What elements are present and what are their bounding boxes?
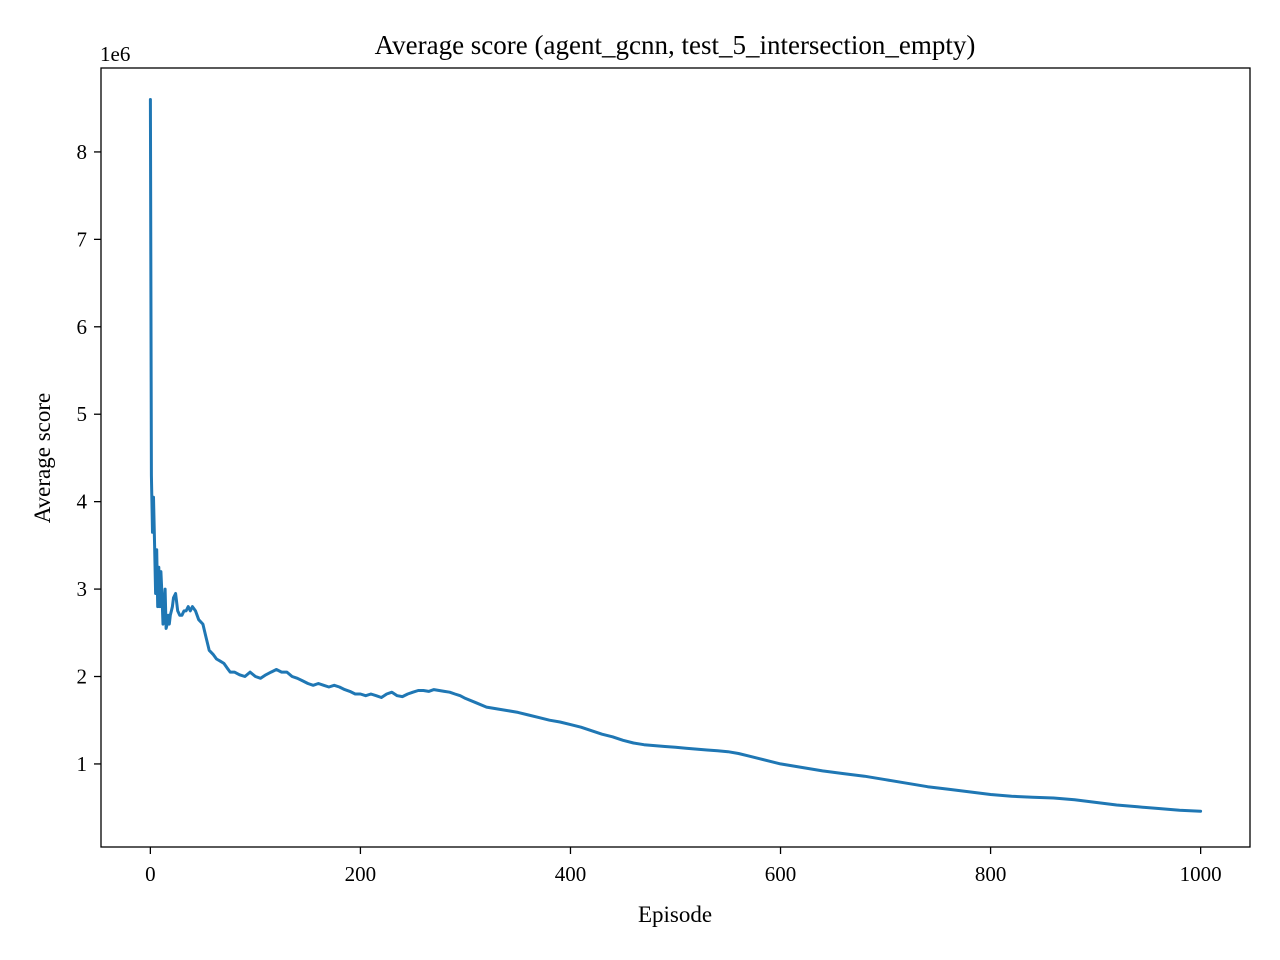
y-tick-label: 8 (77, 140, 88, 164)
y-tick-label: 3 (77, 577, 88, 601)
x-tick-label: 400 (555, 862, 587, 886)
y-tick-label: 5 (77, 402, 88, 426)
y-axis-offset-label: 1e6 (100, 42, 130, 66)
chart-title: Average score (agent_gcnn, test_5_inters… (375, 30, 976, 60)
x-tick-label: 600 (765, 862, 797, 886)
y-tick-label: 1 (77, 752, 88, 776)
y-tick-label: 2 (77, 665, 88, 689)
x-tick-label: 1000 (1180, 862, 1222, 886)
y-tick-label: 7 (77, 227, 88, 251)
y-tick-label: 4 (77, 490, 88, 514)
plot-area: 0 200 400 600 800 1000 1 2 3 4 5 6 7 8 (77, 67, 1251, 886)
y-axis-label: Average score (30, 393, 55, 523)
series-line-1 (148, 98, 1203, 813)
y-tick-label: 6 (77, 315, 88, 339)
x-tick-label: 800 (975, 862, 1007, 886)
x-axis-label: Episode (638, 902, 712, 927)
x-tick-label: 0 (145, 862, 156, 886)
x-tick-label: 200 (345, 862, 377, 886)
plot-frame (100, 67, 1251, 848)
